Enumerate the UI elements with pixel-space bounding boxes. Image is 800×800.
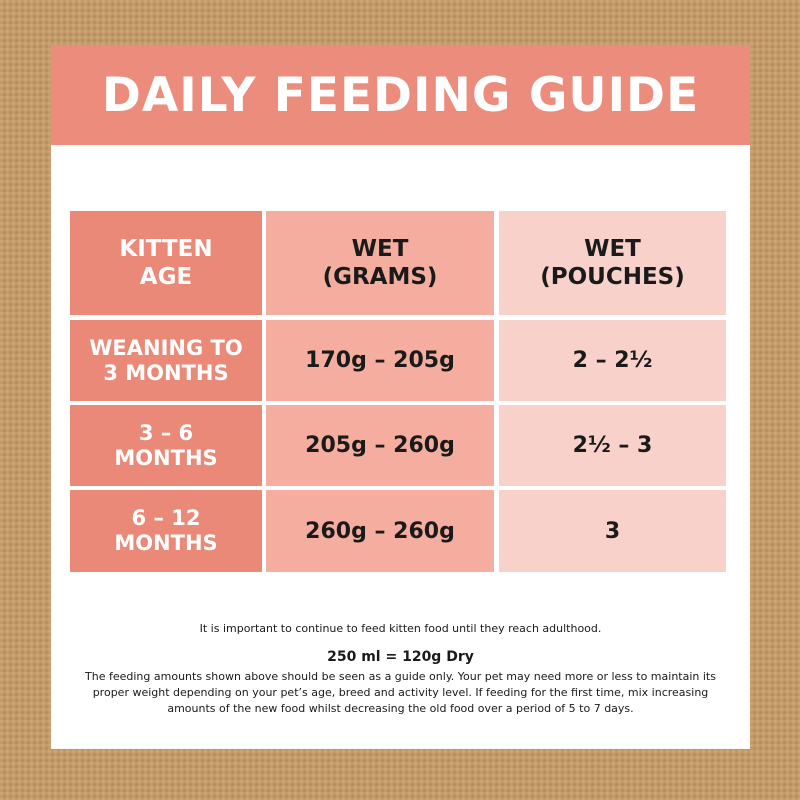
table-cell-grams: 205g – 260g <box>266 405 494 486</box>
page-title: DAILY FEEDING GUIDE <box>101 67 700 123</box>
dry-food-conversion: 250 ml = 120g Dry <box>327 649 474 665</box>
table-cell-pouches: 2 – 2½ <box>499 320 726 401</box>
feeding-disclaimer: The feeding amounts shown above should b… <box>85 670 716 715</box>
adulthood-note: It is important to continue to feed kitt… <box>199 622 602 635</box>
feeding-guide-card: DAILY FEEDING GUIDE KITTEN AGE WET (GRAM… <box>51 45 750 749</box>
header-kitten-age: KITTEN AGE <box>70 211 262 315</box>
header-wet-pouches: WET (POUCHES) <box>499 211 726 315</box>
header-wet-grams: WET (GRAMS) <box>266 211 494 315</box>
table-row-age: 6 – 12 MONTHS <box>70 490 262 572</box>
table-cell-pouches: 3 <box>499 490 726 572</box>
table-row-age: 3 – 6 MONTHS <box>70 405 262 486</box>
table-cell-grams: 260g – 260g <box>266 490 494 572</box>
table-cell-grams: 170g – 205g <box>266 320 494 401</box>
title-banner: DAILY FEEDING GUIDE <box>51 45 750 145</box>
table-row-age: WEANING TO 3 MONTHS <box>70 320 262 401</box>
table-cell-pouches: 2½ – 3 <box>499 405 726 486</box>
